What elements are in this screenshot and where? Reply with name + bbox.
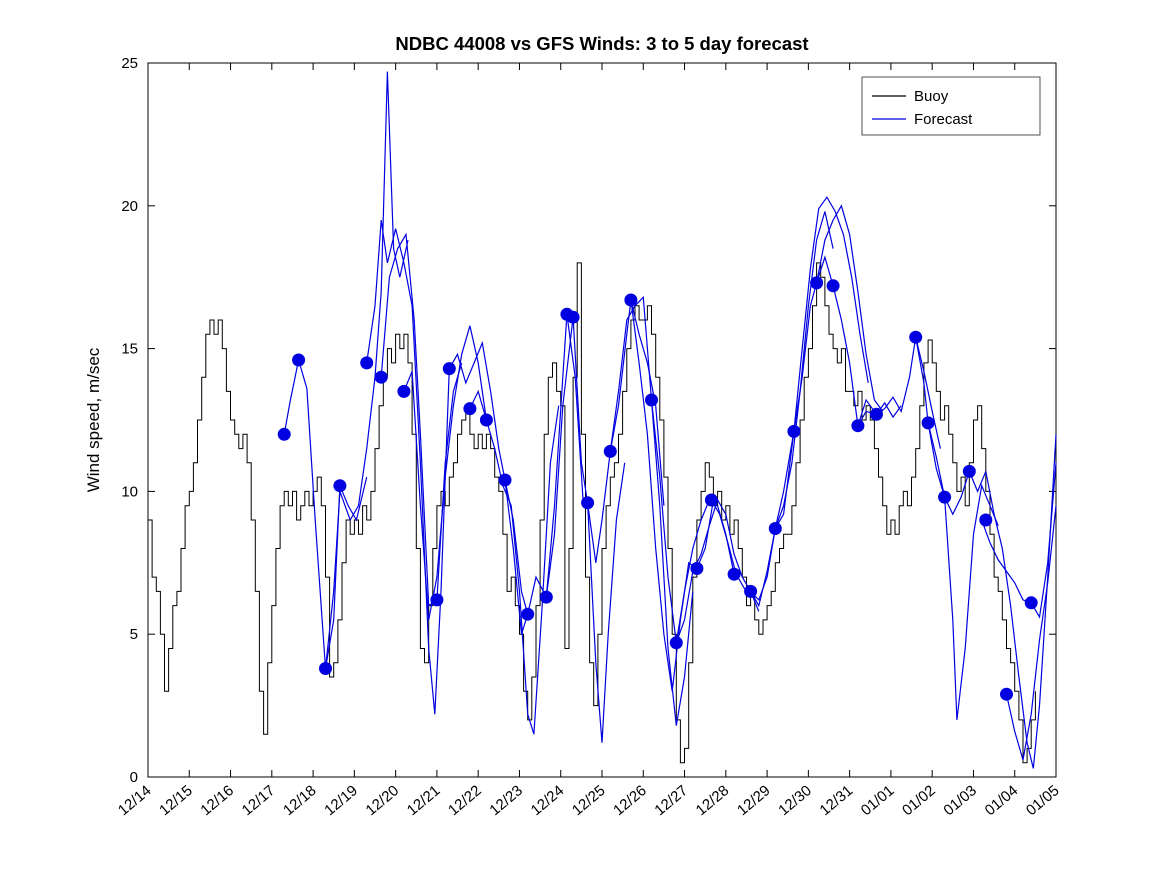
x-tick-label: 01/02 xyxy=(899,782,939,819)
forecast-marker xyxy=(277,427,291,441)
forecast-line xyxy=(1005,505,1057,761)
y-tick-label: 25 xyxy=(121,55,138,72)
forecast-marker xyxy=(962,464,976,478)
forecast-marker xyxy=(1000,687,1013,701)
x-tick-label: 01/05 xyxy=(1023,782,1063,819)
forecast-marker xyxy=(360,356,374,370)
x-tick-label: 01/03 xyxy=(940,782,980,819)
forecast-line xyxy=(915,337,999,720)
plot-area: 12/14 12/15 12/16 12/17 12/18 12/19 12/20 12/21… xyxy=(115,55,1063,819)
x-tick-label: 12/15 xyxy=(156,782,196,819)
x-tick-label: 12/19 xyxy=(321,782,361,819)
legend-label: Buoy xyxy=(914,88,949,105)
forecast-marker xyxy=(374,370,388,384)
forecast-marker xyxy=(566,310,580,324)
forecast-line xyxy=(774,196,869,529)
forecast-line xyxy=(630,299,714,692)
forecast-markers xyxy=(277,276,1038,701)
forecast-marker xyxy=(319,662,332,675)
forecast-line xyxy=(710,431,795,602)
forecast-line xyxy=(609,295,694,726)
forecast-line xyxy=(324,71,409,669)
y-tick-label: 0 xyxy=(130,769,138,786)
legend-box xyxy=(861,76,1041,136)
forecast-marker xyxy=(826,279,840,293)
forecast-marker xyxy=(938,490,952,504)
x-axis: 12/14 12/15 12/16 12/17 12/18 12/19 12/20 12/21… xyxy=(115,63,1063,819)
forecast-marker xyxy=(921,416,935,430)
forecast-marker xyxy=(603,444,617,458)
forecast-marker xyxy=(727,567,741,581)
y-axis: 0 5 10 15 20 25 xyxy=(121,55,1056,786)
x-tick-label: 12/28 xyxy=(693,782,733,819)
forecast-marker xyxy=(979,513,993,527)
plot-title: NDBC 44008 vs GFS Winds: 3 to 5 day fore… xyxy=(395,33,808,54)
x-tick-label: 12/24 xyxy=(528,782,568,819)
y-tick-label: 10 xyxy=(121,483,138,500)
forecast-line xyxy=(750,211,834,608)
forecast-line xyxy=(927,422,1057,769)
x-tick-label: 12/21 xyxy=(404,782,444,819)
forecast-line xyxy=(448,340,529,615)
x-tick-label: 12/25 xyxy=(569,782,609,819)
x-tick-label: 12/14 xyxy=(115,782,155,819)
forecast-line xyxy=(587,299,665,563)
forecast-marker xyxy=(521,607,535,621)
x-tick-label: 12/27 xyxy=(651,782,691,819)
x-tick-label: 12/31 xyxy=(817,782,857,819)
y-axis-label: Wind speed, m/sec xyxy=(84,347,103,492)
x-tick-label: 12/18 xyxy=(280,782,320,819)
buoy-line xyxy=(148,262,1036,764)
forecast-marker xyxy=(442,362,456,376)
forecast-marker xyxy=(909,330,923,344)
forecast-marker xyxy=(810,276,824,290)
x-tick-label: 12/16 xyxy=(197,782,237,819)
forecast-marker xyxy=(870,407,883,421)
forecast-line xyxy=(793,204,884,432)
forecast-marker xyxy=(479,413,493,427)
legend-label: Forecast xyxy=(914,111,973,128)
forecast-marker xyxy=(397,384,411,398)
forecast-marker xyxy=(704,493,718,507)
x-tick-label: 12/26 xyxy=(610,782,650,819)
x-tick-label: 12/20 xyxy=(363,782,403,819)
forecast-marker xyxy=(333,479,347,493)
forecast-marker xyxy=(1024,596,1038,610)
forecast-marker xyxy=(787,424,801,438)
y-tick-label: 15 xyxy=(121,341,138,358)
legend: Buoy Forecast xyxy=(861,76,1041,136)
x-tick-label: 12/17 xyxy=(239,782,279,819)
forecast-line xyxy=(380,232,463,607)
x-tick-label: 12/30 xyxy=(775,782,815,819)
forecast-marker xyxy=(744,584,758,598)
forecast-marker xyxy=(624,293,638,307)
x-tick-label: 12/22 xyxy=(445,782,485,819)
forecast-line xyxy=(403,325,487,621)
y-tick-label: 20 xyxy=(121,198,138,215)
forecast-lines xyxy=(283,71,1057,769)
forecast-marker xyxy=(292,353,306,367)
x-tick-label: 12/29 xyxy=(734,782,774,819)
y-tick-label: 5 xyxy=(130,626,138,643)
forecast-marker xyxy=(539,590,553,604)
x-tick-label: 01/01 xyxy=(858,782,898,819)
forecast-marker xyxy=(690,562,704,575)
forecast-marker xyxy=(430,593,444,607)
forecast-marker xyxy=(851,419,865,433)
x-tick-label: 01/04 xyxy=(982,782,1022,819)
forecast-marker xyxy=(498,473,512,487)
x-tick-label: 12/23 xyxy=(486,782,526,819)
forecast-marker xyxy=(669,636,683,650)
forecast-line xyxy=(366,220,450,715)
forecast-marker xyxy=(768,522,782,535)
forecast-marker xyxy=(645,393,658,407)
forecast-line xyxy=(981,462,1057,619)
forecast-marker xyxy=(581,496,595,510)
forecast-marker xyxy=(463,402,477,416)
